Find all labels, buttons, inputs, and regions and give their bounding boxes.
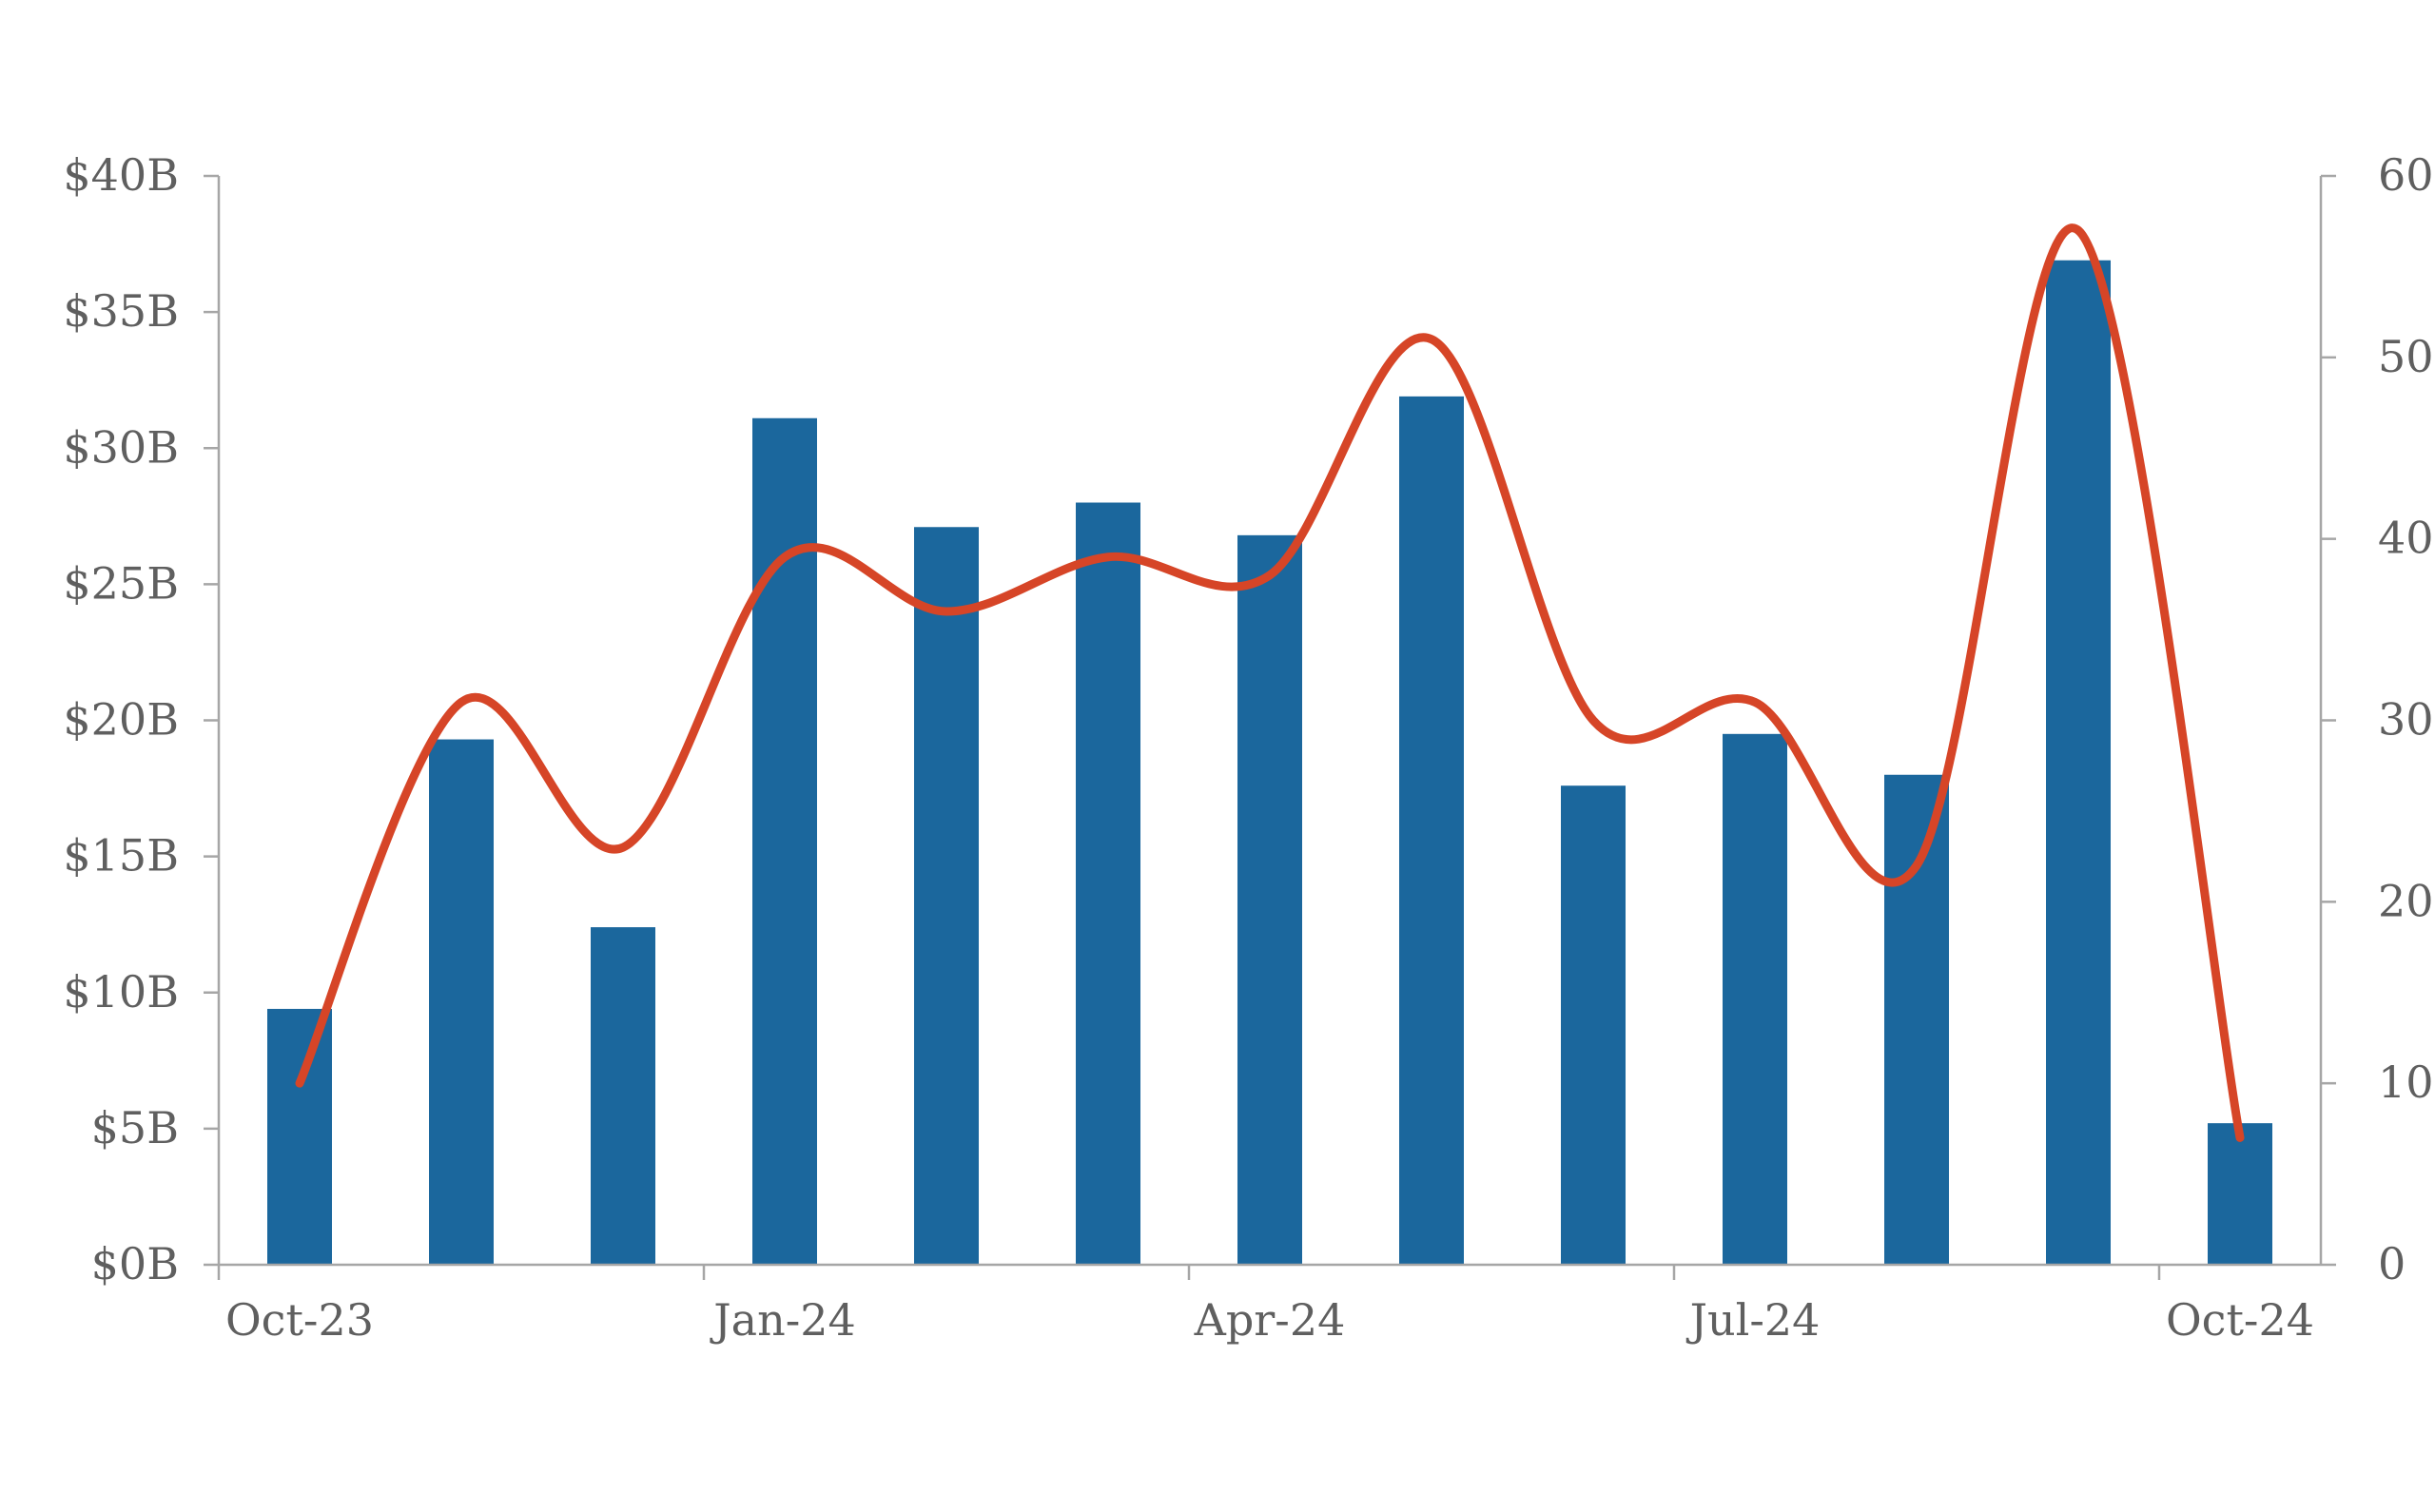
y-right-tick-label: 60 [2378,149,2434,201]
y-right-tick-label: 30 [2378,694,2434,746]
x-tick-label: Oct-24 [2166,1294,2314,1346]
y-right-tick-label: 20 [2378,875,2434,926]
line-point-aug-24 [1916,864,1918,866]
bar-feb-24 [914,527,979,1265]
line-series [295,223,2245,1142]
x-tick-label: Jan-24 [710,1294,856,1346]
y-left-tick-label: $15B [63,830,179,882]
y-left-tick-label: $0B [91,1238,179,1289]
bar-nov-23 [429,739,494,1265]
y-left-tick-label: $30B [63,421,179,473]
bar-may-24 [1399,396,1464,1265]
tick-labels: $0B $5B $10B $15B $20B $25B $30B $35B $40B 0 10 20 3… [63,149,2433,1346]
line-point-feb-24 [945,611,947,612]
line-point-oct-23 [299,1082,301,1084]
y-left-tick-label: $35B [63,285,179,337]
line-point-dec-23 [622,846,624,848]
line-point-jun-24 [1592,720,1594,722]
line-point-mar-24 [1107,556,1109,558]
y-right-tick-label: 50 [2378,331,2434,382]
line-point-sep-24 [2077,229,2079,231]
x-tick-label: Oct-23 [225,1294,374,1346]
y-right-tick-label: 40 [2378,513,2434,564]
y-right-tick-label: 10 [2378,1056,2434,1108]
line-point-may-24 [1431,339,1432,340]
line-point-oct-24 [2239,1136,2241,1138]
y-left-tick-label: $10B [63,966,179,1018]
axes [204,174,2336,1280]
bar-aug-24 [1884,774,1949,1265]
y-right-tick-label: 0 [2378,1238,2406,1289]
y-left-tick-label: $5B [91,1102,179,1153]
y-left-tick-label: $25B [63,557,179,609]
bar-oct-24 [2208,1123,2272,1265]
x-tick-label: Apr-24 [1194,1294,1346,1346]
line-point-jan-24 [784,556,786,558]
line-point-nov-23 [460,701,462,703]
bars-series [267,260,2272,1265]
y-left-tick-label: $40B [63,149,179,201]
line-series-path [295,223,2245,1142]
bar-mar-24 [1076,502,1140,1265]
bar-dec-23 [591,927,655,1265]
bar-apr-24 [1237,534,1302,1265]
x-tick-label: Jul-24 [1686,1294,1821,1346]
bar-jul-24 [1723,733,1787,1265]
bar-jun-24 [1561,785,1626,1265]
line-point-jul-24 [1754,701,1756,703]
y-left-tick-label: $20B [63,694,179,746]
line-point-apr-24 [1269,574,1271,576]
bar-sep-24 [2046,260,2111,1265]
bar-oct-23 [267,1008,332,1265]
